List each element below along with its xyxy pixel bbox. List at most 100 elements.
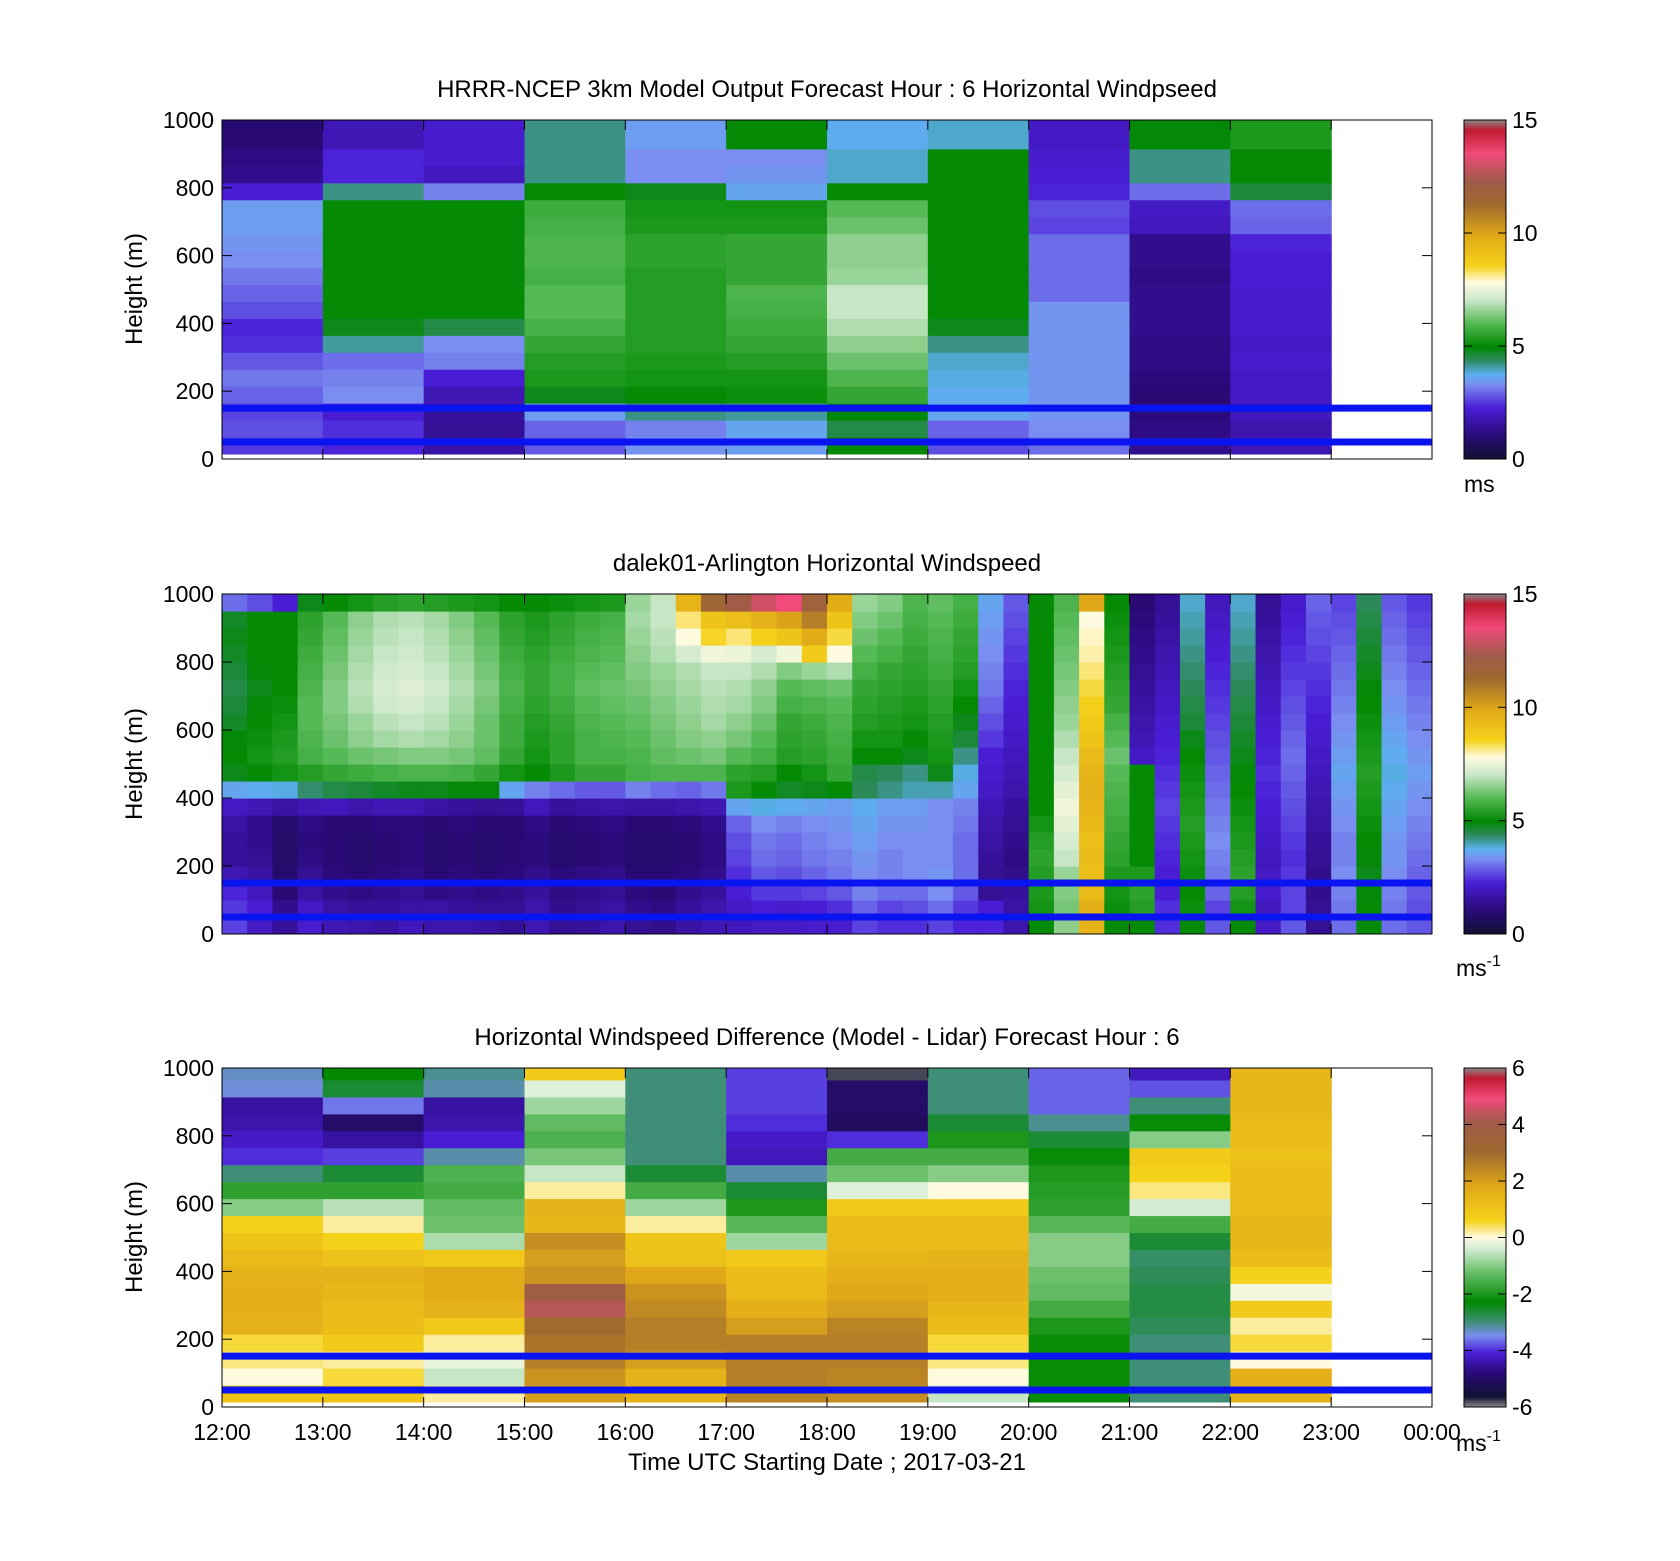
heatmap-cell [297, 662, 324, 680]
heatmap-cell [373, 917, 400, 934]
heatmap-cell [726, 883, 752, 901]
heatmap-cell [852, 645, 879, 663]
heatmap-cell [1179, 917, 1206, 934]
heatmap-cell [625, 318, 727, 336]
heatmap-cell [1305, 662, 1332, 680]
heatmap-cell [1104, 611, 1131, 629]
heatmap-cell [222, 883, 248, 901]
heatmap-cell [625, 1147, 727, 1166]
heatmap-cell [247, 730, 274, 748]
heatmap-cell [827, 1147, 929, 1166]
heatmap-cell [1003, 645, 1030, 663]
heatmap-cell [322, 628, 349, 646]
heatmap-cell [1028, 730, 1055, 748]
heatmap-cell [247, 747, 274, 765]
heatmap-cell [222, 1283, 324, 1301]
heatmap-cell [801, 747, 828, 765]
heatmap-cell [574, 917, 601, 934]
heatmap-cell [927, 250, 1030, 269]
heatmap-cell [423, 900, 450, 918]
heatmap-cell [675, 594, 702, 612]
heatmap-cell [1255, 747, 1282, 765]
heatmap-cell [600, 900, 626, 918]
heatmap-cell [322, 352, 425, 370]
heatmap-cell [1129, 1198, 1231, 1217]
heatmap-cell [373, 594, 400, 612]
heatmap-cell [1381, 662, 1408, 680]
heatmap-cell [1305, 764, 1332, 782]
heatmap-cell [1028, 335, 1131, 353]
heatmap-cell [1381, 883, 1408, 901]
heatmap-cell [978, 917, 1005, 934]
heatmap-cell [322, 1317, 425, 1335]
heatmap-cell [625, 1113, 727, 1132]
heatmap-cell [499, 747, 526, 765]
heatmap-cell [1406, 798, 1432, 816]
heatmap-cell [1129, 1147, 1231, 1166]
heatmap-cell [499, 696, 526, 714]
heatmap-cell [726, 352, 828, 370]
heatmap-cell [222, 1198, 324, 1217]
heatmap-cell [675, 849, 702, 867]
heatmap-cell [247, 883, 274, 901]
heatmap-cell [877, 866, 904, 884]
heatmap-cell [1129, 131, 1231, 150]
heatmap-cell [474, 900, 500, 918]
heatmap-cell [398, 781, 425, 799]
colorbar-tick-label: 5 [1512, 808, 1525, 834]
heatmap-cell [1028, 267, 1131, 286]
heatmap-cell [1079, 679, 1105, 697]
heatmap-cell [1230, 696, 1257, 714]
heatmap-cell [1079, 645, 1105, 663]
heatmap-cell [726, 1198, 828, 1217]
heatmap-cell [1305, 696, 1332, 714]
heatmap-cell [423, 713, 450, 731]
heatmap-cell [1331, 815, 1357, 833]
heatmap-cell [1079, 696, 1105, 714]
heatmap-cell [776, 611, 803, 629]
heatmap-cell [373, 713, 400, 731]
heatmap-cell [625, 900, 652, 918]
heatmap-cell [927, 1113, 1030, 1132]
heatmap-cell [927, 352, 1030, 370]
colorbar-tick-label: -6 [1512, 1394, 1532, 1420]
heatmap-cell [927, 369, 1030, 387]
heatmap-cell [322, 662, 349, 680]
heatmap-cell [474, 764, 500, 782]
heatmap-cell [322, 1334, 425, 1352]
heatmap-cell [827, 199, 929, 218]
heatmap-cell [549, 696, 576, 714]
heatmap-cell [322, 764, 349, 782]
heatmap-cell [852, 798, 879, 816]
heatmap-cell [1230, 815, 1257, 833]
heatmap-cell [1305, 679, 1332, 697]
heatmap-cell [297, 611, 324, 629]
heatmap-cell [1129, 148, 1231, 167]
heatmap-cell [1381, 679, 1408, 697]
heatmap-cell [978, 798, 1005, 816]
heatmap-cell [801, 917, 828, 934]
heatmap-cell [1356, 662, 1383, 680]
colorbar-tick-label: 0 [1512, 921, 1525, 947]
heatmap-cell [801, 696, 828, 714]
heatmap-cell [827, 352, 929, 370]
heatmap-cell [1129, 301, 1231, 319]
heatmap-cell [1280, 815, 1307, 833]
heatmap-cell [1154, 917, 1181, 934]
heatmap-cell [953, 713, 979, 731]
heatmap-cell [398, 866, 425, 884]
heatmap-cell [600, 849, 626, 867]
heatmap-cell [1331, 611, 1357, 629]
heatmap-cell [1381, 900, 1408, 918]
heatmap-cell [726, 1266, 828, 1284]
heatmap-cell [1280, 883, 1307, 901]
heatmap-cell [322, 832, 349, 850]
heatmap-cell [1356, 594, 1383, 612]
heatmap-cell [700, 798, 727, 816]
heatmap-cell [1255, 849, 1282, 867]
heatmap-cell [1305, 730, 1332, 748]
colorbar-ticks: 0 5 10 15 [1464, 581, 1538, 947]
heatmap-cell [1129, 866, 1156, 884]
heatmap-cell [625, 165, 727, 184]
heatmap-cell [373, 730, 400, 748]
